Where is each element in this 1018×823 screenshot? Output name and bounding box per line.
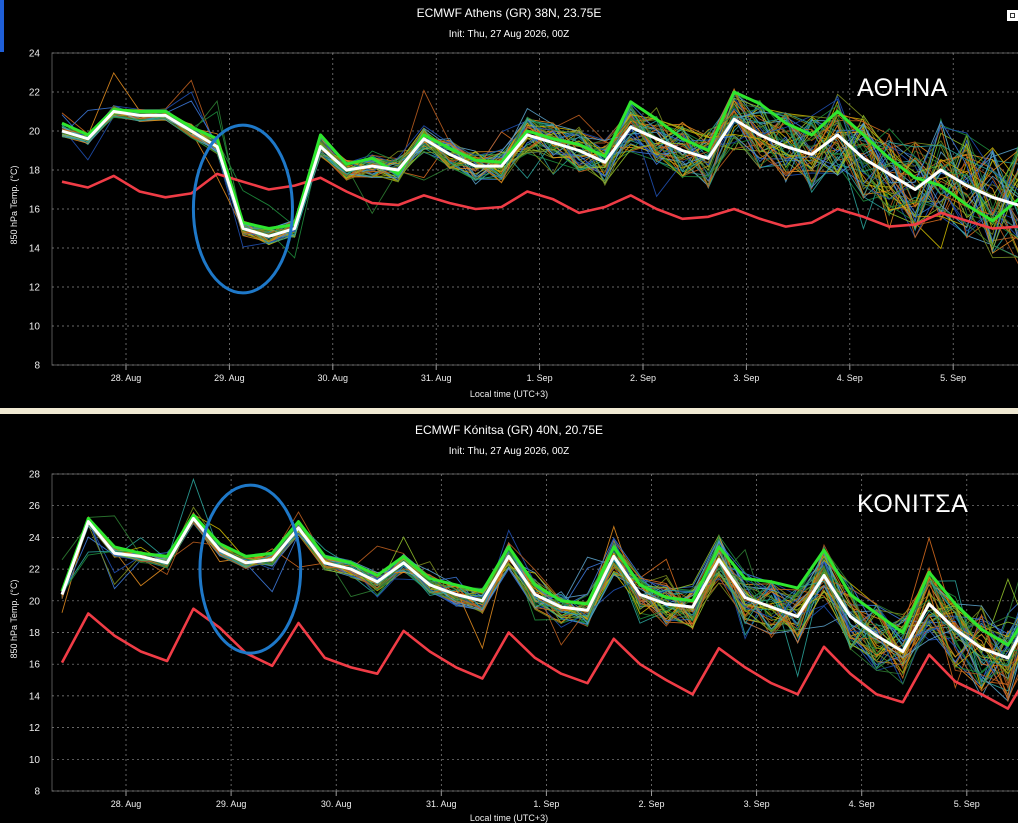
y-tick-label: 20 [29, 596, 41, 607]
control-run-line [60, 513, 1018, 647]
y-tick-label: 22 [29, 565, 41, 576]
x-tick-label: 31. Aug [426, 799, 457, 809]
y-tick-label: 12 [29, 723, 41, 734]
y-tick-label: 16 [29, 660, 41, 671]
x-tick-label: 4. Sep [837, 373, 863, 383]
athens-plot: 8 10 12 14 16 18 20 22 24 28. Aug 29. Aug 30. Aug 31… [29, 49, 1018, 383]
x-tick-label: 2. Sep [630, 373, 656, 383]
y-tick-label: 10 [29, 755, 41, 766]
x-tick-label: 4. Sep [849, 799, 875, 809]
y-tick-label: 24 [29, 533, 41, 544]
y-tick-label: 26 [29, 501, 41, 512]
x-tick-label: 5. Sep [954, 799, 980, 809]
x-tick-label: 28. Aug [111, 799, 142, 809]
chart-subtitle: Init: Thu, 27 Aug 2026, 00Z [448, 446, 570, 457]
konitsa-panel: ECMWF Kónitsa (GR) 40N, 20.75E Init: Thu… [0, 414, 1018, 823]
ensemble-member-line [61, 95, 1018, 259]
x-tick-label: 1. Sep [533, 799, 559, 809]
x-tick-label: 29. Aug [216, 799, 247, 809]
export-menu-icon[interactable] [1007, 10, 1018, 21]
y-tick-label: 22 [29, 88, 41, 99]
ensemble-member-line [61, 91, 1018, 237]
x-tick-label: 29. Aug [214, 373, 245, 383]
athens-panel: ECMWF Athens (GR) 38N, 23.75E Init: Thu,… [0, 0, 1018, 408]
highlight-circle [198, 483, 303, 655]
y-tick-label: 20 [29, 127, 41, 138]
x-tick-label: 31. Aug [421, 373, 452, 383]
x-tick-label: 30. Aug [318, 373, 349, 383]
x-tick-label: 3. Sep [744, 799, 770, 809]
y-tick-label: 24 [29, 49, 41, 60]
x-axis-label: Local time (UTC+3) [469, 389, 549, 399]
ensemble-member-line [61, 511, 1018, 686]
ensemble-mean-line [60, 516, 1018, 660]
y-tick-label: 18 [29, 166, 41, 177]
y-tick-label: 18 [29, 628, 41, 639]
chart-title: ECMWF Kónitsa (GR) 40N, 20.75E [414, 423, 604, 437]
city-label: ΑΘΗΝΑ [857, 74, 948, 102]
y-tick-label: 14 [29, 691, 41, 702]
y-tick-label: 16 [29, 205, 41, 216]
x-axis-label: Local time (UTC+3) [469, 813, 549, 823]
y-tick-label: 8 [34, 787, 40, 798]
ensemble-member-line [61, 106, 1018, 253]
x-tick-label: 1. Sep [527, 373, 553, 383]
panel-separator [0, 408, 1018, 414]
climatology-line [60, 607, 1018, 710]
y-tick-label: 12 [29, 283, 41, 294]
x-tick-label: 3. Sep [733, 373, 759, 383]
chart-title: ECMWF Athens (GR) 38N, 23.75E [416, 6, 602, 20]
climatology-line [61, 172, 1018, 230]
konitsa-plot: 8 10 12 14 16 18 20 22 24 26 28 28. Aug 29. Aug 30. A… [29, 470, 1018, 809]
y-axis-label: 850 hPa Temp. (°C) [9, 165, 19, 245]
x-tick-label: 28. Aug [111, 373, 142, 383]
y-axis-label: 850 hPa Temp. (°C) [9, 579, 19, 659]
y-tick-label: 10 [29, 322, 41, 333]
ensemble-mean-line [61, 110, 1018, 238]
ensemble-member-line [61, 513, 1018, 674]
ensemble-member-line [61, 477, 1018, 667]
x-tick-label: 5. Sep [940, 373, 966, 383]
highlight-circle [191, 123, 294, 295]
x-tick-label: 2. Sep [638, 799, 664, 809]
y-tick-label: 8 [34, 361, 40, 372]
control-run-line [61, 90, 1018, 230]
chart-subtitle: Init: Thu, 27 Aug 2026, 00Z [448, 29, 570, 40]
ensemble-member-line [61, 96, 1018, 248]
x-tick-label: 30. Aug [321, 799, 352, 809]
window-edge-strip [0, 0, 4, 52]
y-tick-label: 28 [29, 470, 41, 481]
city-label: ΚΟΝΙΤΣΑ [857, 490, 969, 518]
y-tick-label: 14 [29, 244, 41, 255]
